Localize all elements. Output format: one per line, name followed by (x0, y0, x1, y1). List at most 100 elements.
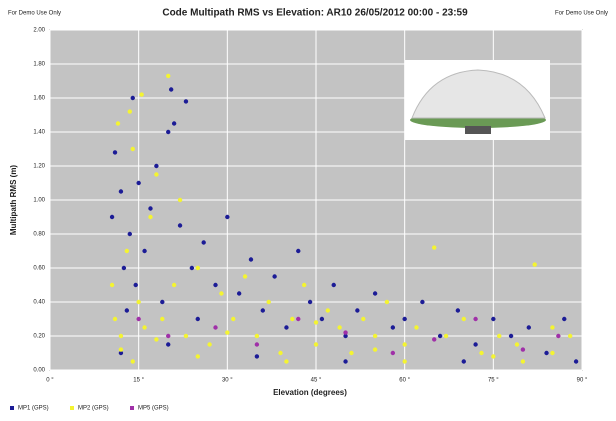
point (183, 333, 189, 339)
point (414, 325, 419, 330)
point (544, 350, 549, 356)
point (183, 99, 189, 104)
legend: MP1 (GPS) MP2 (GPS) MP5 (GPS) (10, 406, 169, 412)
point (160, 316, 165, 322)
point (154, 337, 159, 342)
point (166, 73, 171, 79)
y-tick-label: 1.40 (33, 130, 45, 136)
point (121, 265, 127, 271)
y-tick-label: 1.60 (33, 96, 45, 102)
y-tick-label: 0.80 (33, 232, 45, 238)
point (166, 333, 171, 339)
antenna-connector (465, 126, 491, 134)
point (118, 333, 124, 339)
y-tick-label: 0.40 (33, 300, 45, 306)
x-tick-label: 30 ° (222, 378, 233, 384)
demo-note: For Demo Use Only (555, 11, 608, 17)
y-tick-label: 2.00 (33, 28, 45, 34)
antenna-dome (411, 69, 546, 119)
point (313, 342, 319, 347)
point (343, 333, 348, 339)
point (160, 299, 165, 305)
points (109, 73, 579, 364)
point (195, 316, 200, 322)
x-tick-label: 60 ° (399, 378, 410, 384)
point (402, 316, 407, 322)
legend-label: MP1 (GPS) (18, 406, 49, 412)
point (109, 282, 115, 288)
y-axis-label: Multipath RMS (m) (9, 165, 18, 236)
point (118, 189, 124, 194)
x-tick-label: 75 ° (488, 378, 499, 384)
point (201, 240, 206, 245)
point (171, 282, 177, 288)
point (461, 359, 466, 364)
point (437, 333, 443, 339)
point (343, 330, 348, 335)
point (133, 282, 138, 288)
point (148, 214, 153, 220)
point (508, 333, 514, 339)
point (225, 214, 230, 220)
point (142, 325, 147, 330)
legend-swatch (130, 406, 134, 410)
point (491, 354, 496, 359)
point (349, 350, 354, 356)
legend-label: MP5 (GPS) (138, 406, 169, 412)
point (301, 282, 307, 288)
point (254, 333, 260, 339)
point (136, 299, 141, 305)
point (331, 282, 336, 288)
x-axis-label: Elevation (degrees) (273, 388, 347, 397)
point (189, 265, 195, 271)
point (372, 291, 378, 296)
y-tick-label: 0.60 (33, 266, 45, 272)
y-tick-label: 0.20 (33, 334, 45, 340)
y-tick-label: 0.00 (33, 368, 45, 374)
point (118, 350, 124, 356)
point (325, 308, 331, 313)
x-tick-label: 15 ° (133, 378, 144, 384)
point (207, 342, 212, 347)
point (168, 87, 174, 92)
point (124, 248, 130, 254)
point (112, 316, 118, 322)
point (284, 359, 289, 364)
point (118, 347, 124, 352)
point (213, 282, 218, 288)
point (254, 354, 260, 359)
point (136, 180, 141, 186)
demo-note: For Demo Use Only (8, 11, 61, 17)
point (142, 248, 147, 254)
legend-swatch (70, 406, 74, 410)
point (231, 316, 236, 322)
antenna-image (405, 60, 550, 140)
point (166, 129, 171, 135)
point (520, 359, 526, 364)
point (361, 316, 366, 322)
point (130, 359, 135, 364)
y-tick-label: 1.00 (33, 198, 45, 204)
point (556, 333, 561, 339)
point (514, 342, 520, 347)
point (296, 248, 301, 254)
point (272, 274, 277, 279)
point (213, 325, 218, 330)
point (195, 265, 200, 271)
point (343, 359, 348, 364)
grid (49, 29, 583, 371)
point (148, 206, 153, 211)
point (432, 245, 437, 250)
x-tick-label: 90 ° (577, 378, 588, 384)
point (109, 214, 115, 220)
point (242, 274, 248, 279)
point (479, 350, 484, 356)
point (573, 359, 579, 364)
point (130, 95, 135, 101)
point (139, 92, 144, 97)
point (236, 291, 242, 296)
point (455, 308, 461, 313)
point (497, 333, 502, 339)
point (526, 325, 531, 330)
point (296, 316, 301, 322)
